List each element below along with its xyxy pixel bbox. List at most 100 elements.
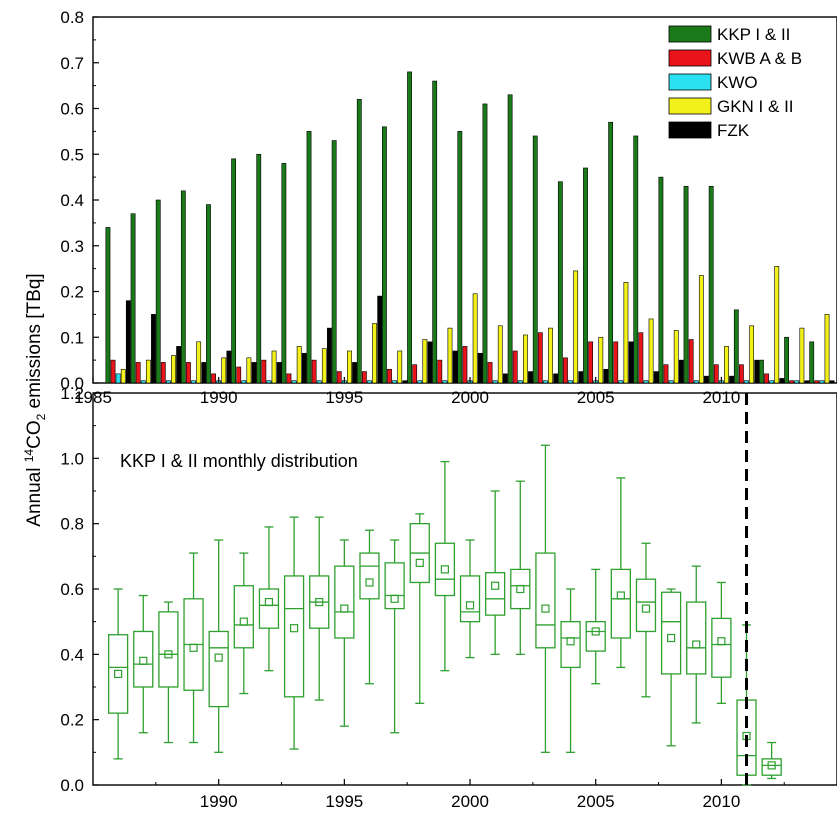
- mean-marker: [491, 581, 500, 590]
- bar: [512, 350, 518, 384]
- bar: [713, 364, 719, 384]
- mean-marker: [189, 643, 198, 652]
- bar: [588, 341, 594, 384]
- y-tick-label: 0.8: [60, 8, 84, 27]
- box: [660, 591, 682, 675]
- bar: [206, 204, 211, 384]
- legend-label: KKP I & II: [717, 25, 790, 44]
- mean-marker: [717, 637, 726, 646]
- bar: [548, 327, 553, 384]
- bar: [201, 362, 207, 384]
- bar: [668, 380, 674, 384]
- y-tick-label: 0.0: [60, 374, 84, 393]
- bar: [306, 131, 312, 384]
- bar: [598, 336, 604, 384]
- bar: [517, 380, 523, 384]
- bar: [437, 359, 443, 384]
- box: [133, 630, 154, 688]
- bar: [789, 380, 795, 384]
- legend-swatch: [668, 25, 712, 43]
- mean-marker: [641, 604, 651, 613]
- mean-marker: [365, 578, 374, 587]
- bar: [191, 380, 196, 384]
- y-tick-label: 1.2: [60, 384, 84, 403]
- bar: [105, 227, 111, 384]
- x-tick-label: 2000: [451, 792, 489, 811]
- bar: [794, 380, 800, 384]
- bar: [749, 325, 755, 384]
- bar: [347, 350, 352, 384]
- box: [233, 585, 254, 649]
- bar: [151, 314, 156, 384]
- box: [158, 611, 179, 688]
- bar: [311, 359, 317, 384]
- bar: [578, 371, 584, 384]
- bar: [477, 352, 483, 384]
- bar: [261, 359, 267, 384]
- bar: [266, 380, 272, 384]
- box: [208, 630, 229, 708]
- box: [334, 565, 355, 639]
- bar: [417, 380, 423, 384]
- bar: [226, 350, 232, 384]
- y-tick-label: 0.4: [60, 191, 84, 210]
- mean-marker: [239, 617, 248, 626]
- bar: [553, 373, 559, 384]
- legend-swatch: [668, 121, 712, 139]
- bar: [769, 380, 775, 384]
- bar: [678, 359, 684, 384]
- bar: [171, 355, 176, 384]
- bar: [583, 167, 588, 384]
- box: [485, 572, 506, 616]
- y-tick-label: 0.7: [60, 54, 84, 73]
- bar: [507, 94, 513, 384]
- bar: [653, 371, 659, 384]
- bar: [356, 99, 362, 384]
- bar: [492, 380, 498, 384]
- bar: [673, 330, 679, 384]
- y-tick-label: 0.6: [60, 580, 84, 599]
- bar: [568, 380, 573, 384]
- bar: [522, 334, 528, 384]
- bar: [688, 339, 694, 384]
- bar: [166, 380, 171, 384]
- bar: [115, 373, 121, 384]
- y-tick-label: 0.1: [60, 328, 84, 347]
- bar: [291, 380, 297, 384]
- bar: [537, 332, 543, 384]
- mean-marker: [465, 601, 475, 610]
- box: [258, 588, 280, 629]
- box: [535, 552, 556, 649]
- bar: [472, 293, 478, 384]
- mean-marker: [566, 637, 575, 646]
- bar: [733, 309, 739, 384]
- bar: [573, 270, 579, 384]
- legend-swatch: [668, 73, 712, 91]
- bar: [628, 341, 634, 384]
- bar: [281, 163, 287, 384]
- bar: [724, 346, 729, 384]
- bar: [392, 380, 398, 384]
- mean-marker: [616, 591, 625, 600]
- bar: [286, 373, 292, 384]
- bar: [804, 380, 810, 384]
- x-tick-label: 1990: [200, 792, 238, 811]
- box: [283, 575, 305, 698]
- bar: [402, 380, 408, 384]
- bar: [824, 314, 830, 384]
- bar: [125, 300, 131, 384]
- bar: [140, 380, 146, 384]
- bar: [729, 375, 734, 384]
- bar: [256, 153, 262, 384]
- bar: [608, 121, 614, 384]
- bar: [482, 103, 488, 384]
- mean-marker: [214, 653, 223, 662]
- bar: [196, 341, 202, 384]
- bar: [276, 362, 282, 384]
- x-tick-label: 1995: [325, 792, 363, 811]
- y-tick-label: 0.0: [60, 776, 84, 795]
- bar: [784, 336, 789, 384]
- top-plot-frame: [92, 16, 837, 384]
- bar: [296, 346, 302, 384]
- y-tick-label: 0.2: [60, 283, 84, 302]
